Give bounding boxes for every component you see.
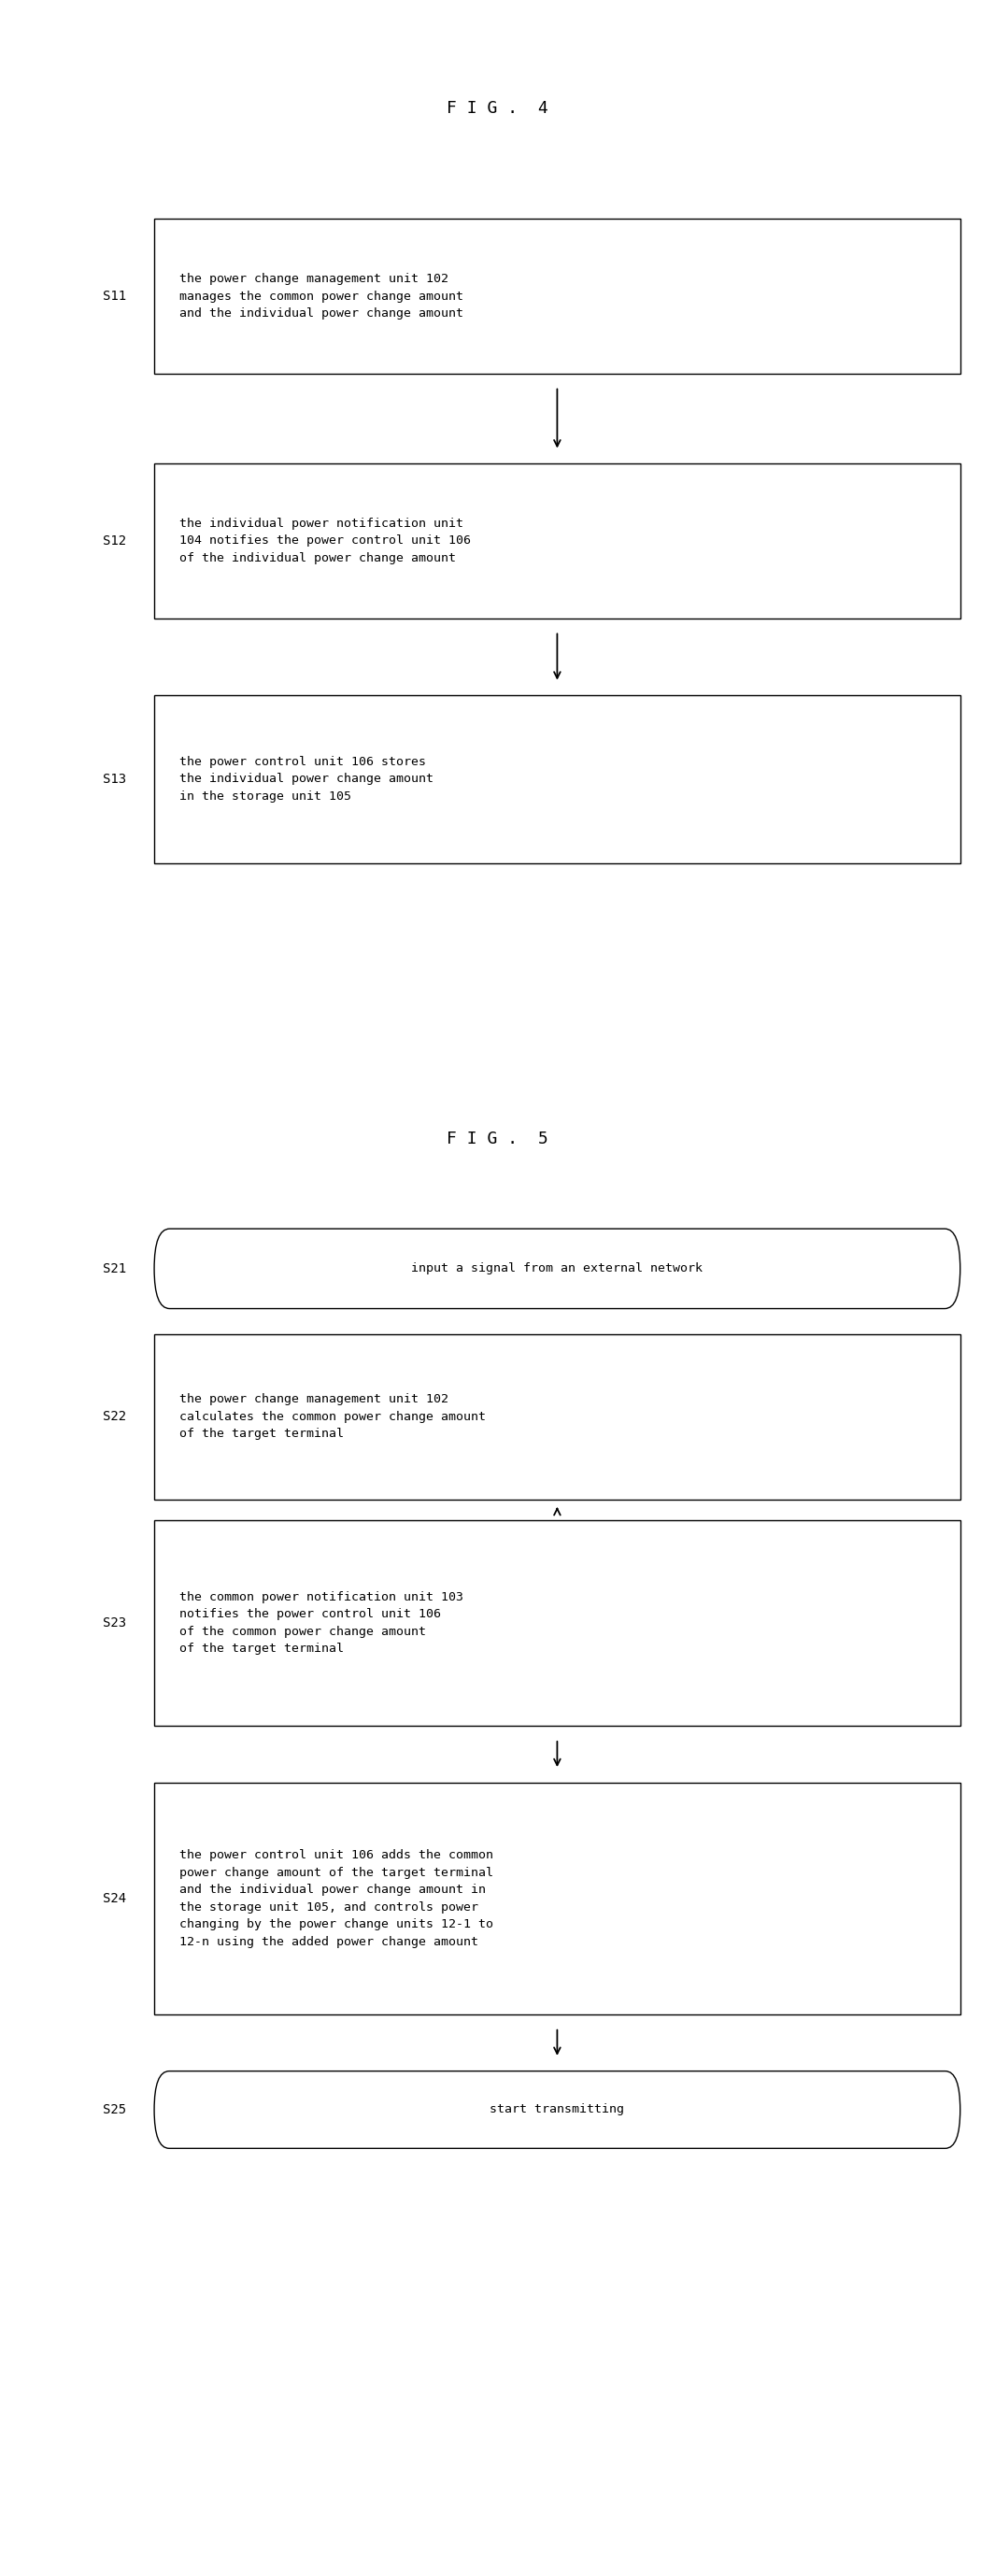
FancyBboxPatch shape (154, 464, 960, 618)
Text: the power change management unit 102
manages the common power change amount
and : the power change management unit 102 man… (179, 273, 463, 319)
Text: start transmitting: start transmitting (490, 2105, 625, 2115)
Text: F I G .  5: F I G . 5 (447, 1131, 548, 1146)
Text: the individual power notification unit
104 notifies the power control unit 106
o: the individual power notification unit 1… (179, 518, 471, 564)
FancyBboxPatch shape (154, 1229, 960, 1309)
FancyBboxPatch shape (154, 1783, 960, 2014)
Text: input a signal from an external network: input a signal from an external network (412, 1262, 702, 1275)
FancyBboxPatch shape (154, 219, 960, 374)
Text: S13: S13 (102, 773, 126, 786)
Text: the power change management unit 102
calculates the common power change amount
o: the power change management unit 102 cal… (179, 1394, 486, 1440)
Text: S21: S21 (102, 1262, 126, 1275)
Text: S12: S12 (102, 533, 126, 549)
Text: S22: S22 (102, 1409, 126, 1425)
Text: S24: S24 (102, 1891, 126, 1906)
Text: S25: S25 (102, 2102, 126, 2117)
FancyBboxPatch shape (154, 1334, 960, 1499)
Text: F I G .  4: F I G . 4 (447, 100, 548, 116)
Text: the power control unit 106 stores
the individual power change amount
in the stor: the power control unit 106 stores the in… (179, 755, 433, 804)
Text: S11: S11 (102, 289, 126, 304)
Text: the common power notification unit 103
notifies the power control unit 106
of th: the common power notification unit 103 n… (179, 1592, 463, 1654)
Text: S23: S23 (102, 1615, 126, 1631)
Text: the power control unit 106 adds the common
power change amount of the target ter: the power control unit 106 adds the comm… (179, 1850, 493, 1947)
FancyBboxPatch shape (154, 696, 960, 863)
FancyBboxPatch shape (154, 1520, 960, 1726)
FancyBboxPatch shape (154, 2071, 960, 2148)
